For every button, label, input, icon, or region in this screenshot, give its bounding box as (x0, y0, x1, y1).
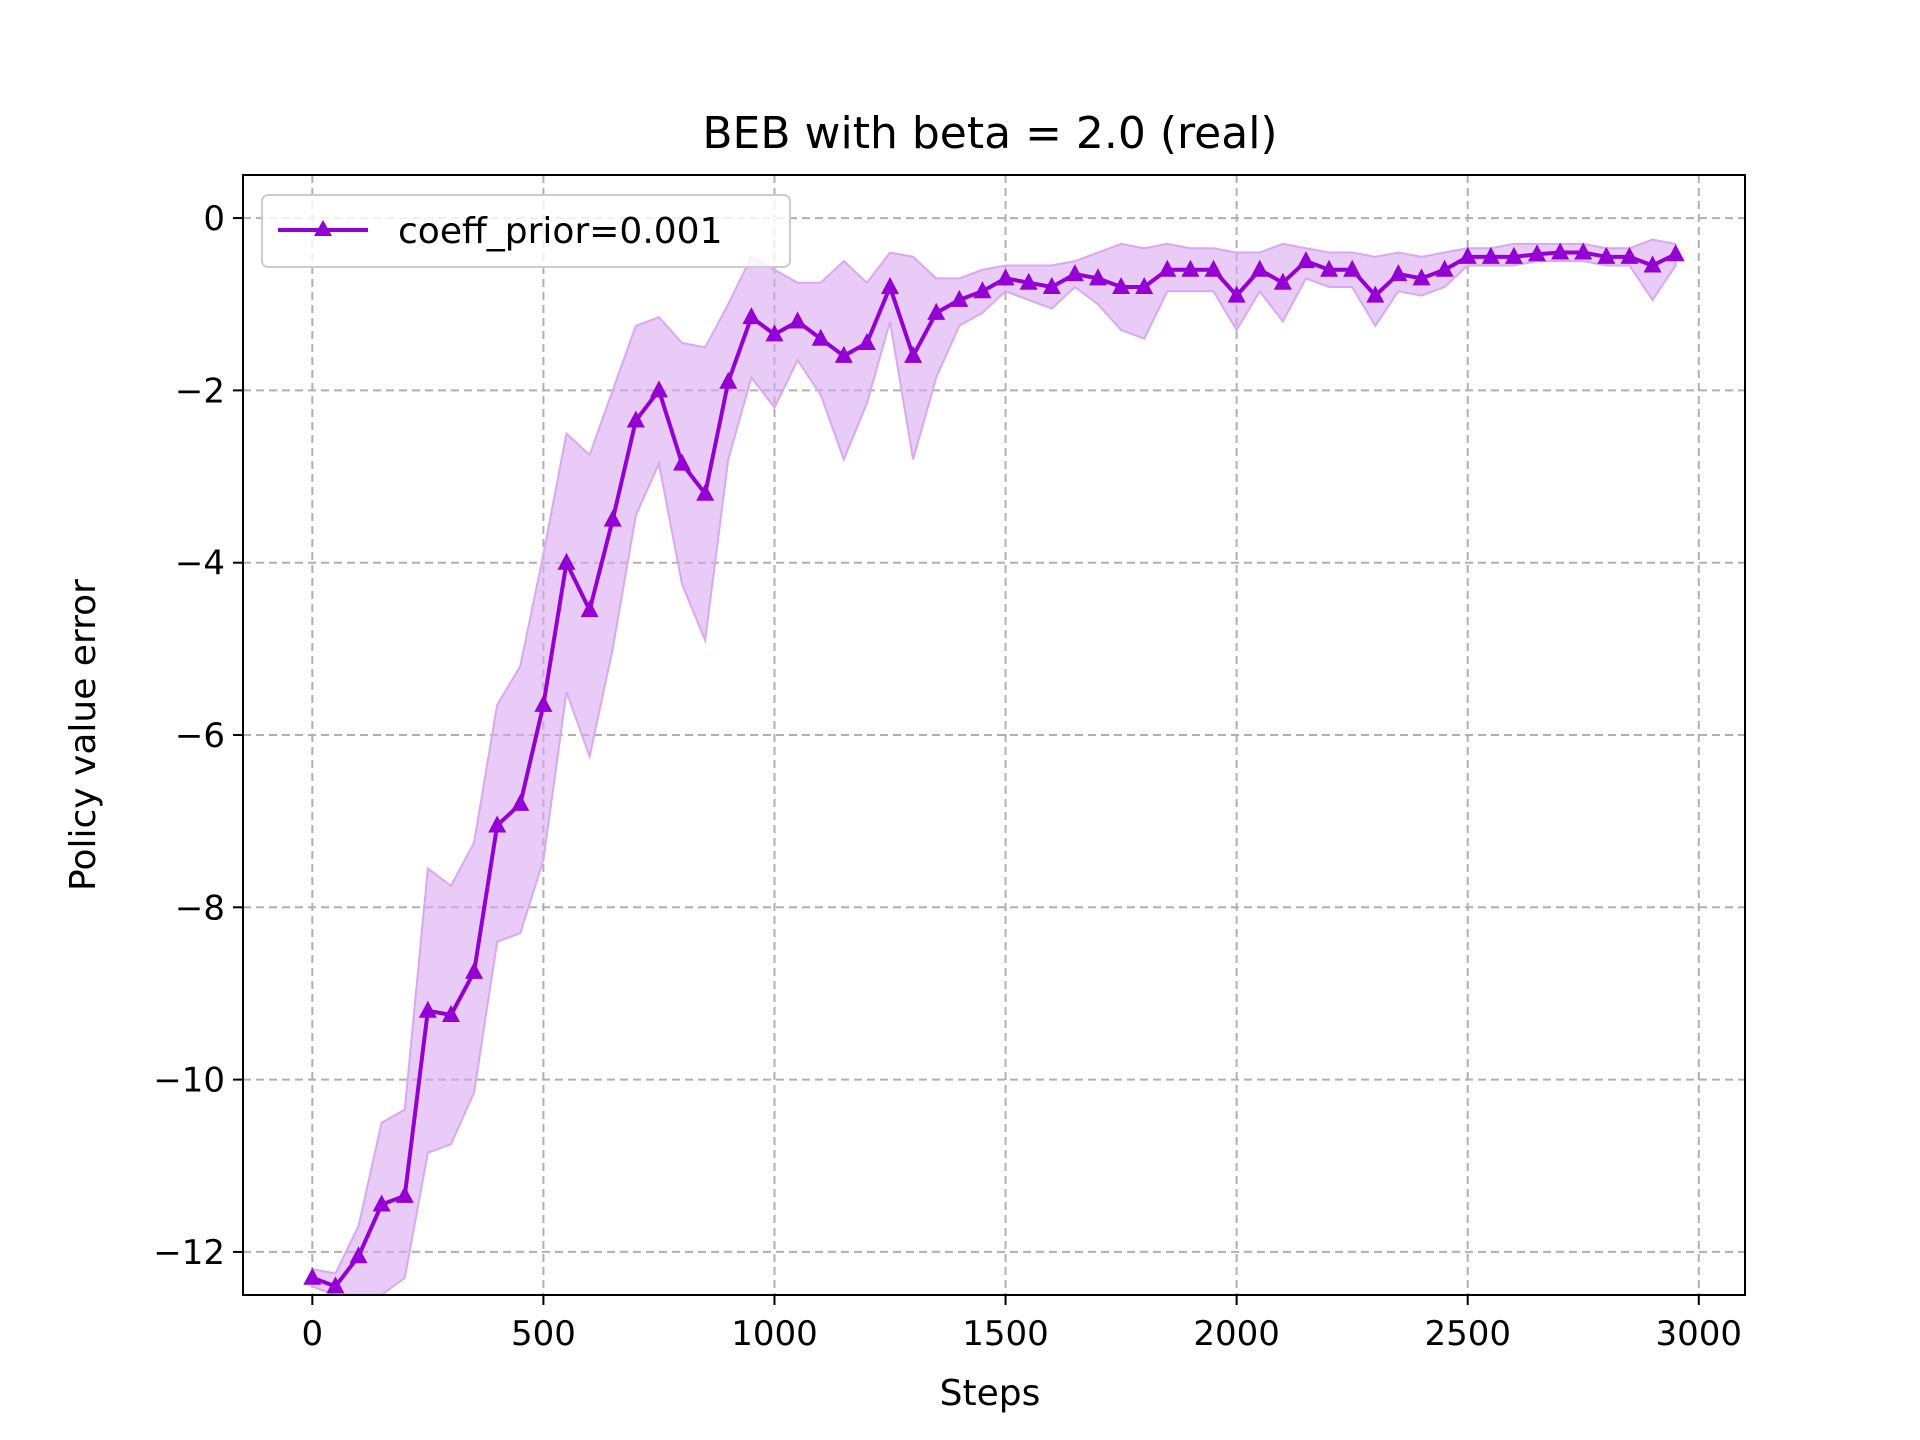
data-point-marker (1551, 242, 1570, 260)
data-point-marker (534, 694, 553, 712)
data-point-marker (418, 1000, 437, 1018)
data-point-marker (1620, 246, 1639, 264)
x-tick-label: 2500 (1424, 1314, 1511, 1354)
legend-box (261, 194, 791, 268)
data-point-marker (1204, 259, 1223, 277)
data-point-marker (1296, 251, 1315, 269)
x-axis-ticks: 0 500 1000 1500 2000 2500 3000 (302, 1295, 1743, 1354)
data-point-marker (603, 509, 622, 527)
data-point-marker (1320, 259, 1339, 277)
x-tick-label: 0 (302, 1314, 324, 1354)
data-point-marker (1528, 244, 1547, 262)
x-axis-label: Steps (940, 1373, 1041, 1414)
data-point-marker (488, 815, 507, 833)
chart-title: BEB with beta = 2.0 (real) (702, 108, 1277, 159)
data-point-marker (465, 961, 484, 979)
confidence-band-layer (311, 238, 1677, 1296)
data-point-marker (649, 380, 668, 398)
data-point-marker (1019, 272, 1038, 290)
data-point-marker (1412, 268, 1431, 286)
data-point-marker (1181, 259, 1200, 277)
x-tick-label: 3000 (1656, 1314, 1743, 1354)
data-point-marker (626, 410, 645, 428)
x-tick-label: 2000 (1193, 1314, 1280, 1354)
data-point-marker (1366, 285, 1385, 303)
data-point-marker (557, 552, 576, 570)
data-point-marker (996, 268, 1015, 286)
data-point-marker (441, 1005, 460, 1022)
data-point-marker (742, 307, 761, 325)
data-point-marker (1458, 246, 1477, 264)
data-point-marker (719, 371, 738, 389)
x-tick-label: 1000 (731, 1314, 818, 1354)
x-tick-label: 1500 (962, 1314, 1049, 1354)
data-point-marker (1343, 259, 1362, 277)
data-point-marker (1504, 246, 1523, 264)
data-point-marker (1250, 259, 1269, 277)
data-point-marker (1088, 268, 1107, 286)
confidence-band (311, 238, 1677, 1296)
data-point-marker (811, 328, 830, 346)
data-point-marker (1158, 259, 1177, 277)
marker-layer (303, 242, 1685, 1294)
data-point-marker (1112, 277, 1131, 294)
data-point-marker (395, 1185, 414, 1203)
data-point-marker (511, 793, 530, 811)
x-tick-label: 500 (511, 1314, 576, 1354)
data-point-marker (1666, 244, 1685, 262)
y-axis-ticks: 0 −2 −4 −6 −8 −10 −12 (153, 199, 243, 1273)
data-point-marker (1481, 246, 1500, 264)
data-point-marker (1389, 264, 1408, 282)
y-tick-label: −12 (153, 1233, 225, 1273)
data-point-marker (834, 345, 853, 363)
legend-label: coeff_prior=0.001 (398, 211, 722, 252)
data-point-marker (1435, 259, 1454, 277)
data-point-marker (927, 302, 946, 320)
data-point-marker (580, 600, 599, 618)
data-point-marker (1042, 277, 1061, 294)
data-point-marker (788, 311, 807, 329)
data-point-marker (904, 345, 923, 363)
data-point-marker (950, 289, 969, 307)
data-point-marker (696, 483, 715, 501)
data-point-marker (881, 277, 900, 294)
data-point-marker (372, 1194, 391, 1212)
y-tick-label: −8 (175, 888, 225, 928)
legend-marker-swatch (314, 220, 332, 236)
y-axis-label: Policy value error (63, 579, 104, 891)
data-point-marker (1227, 285, 1246, 303)
data-point-marker (1135, 277, 1154, 294)
y-tick-label: −6 (175, 716, 225, 756)
data-point-marker (349, 1246, 368, 1264)
y-tick-label: −4 (175, 544, 225, 584)
data-point-marker (973, 281, 992, 299)
data-point-marker (857, 333, 876, 350)
y-tick-label: −10 (153, 1061, 225, 1101)
data-point-marker (1273, 272, 1292, 290)
data-point-marker (1574, 242, 1593, 260)
data-point-marker (1065, 264, 1084, 282)
data-point-marker (326, 1276, 345, 1294)
data-point-marker (303, 1267, 322, 1285)
y-tick-label: 0 (203, 199, 225, 239)
data-point-marker (1643, 255, 1662, 273)
data-point-marker (765, 324, 784, 342)
y-tick-label: −2 (175, 371, 225, 411)
data-point-marker (1597, 246, 1616, 264)
legend: coeff_prior=0.001 (261, 194, 791, 268)
data-point-marker (673, 453, 692, 471)
